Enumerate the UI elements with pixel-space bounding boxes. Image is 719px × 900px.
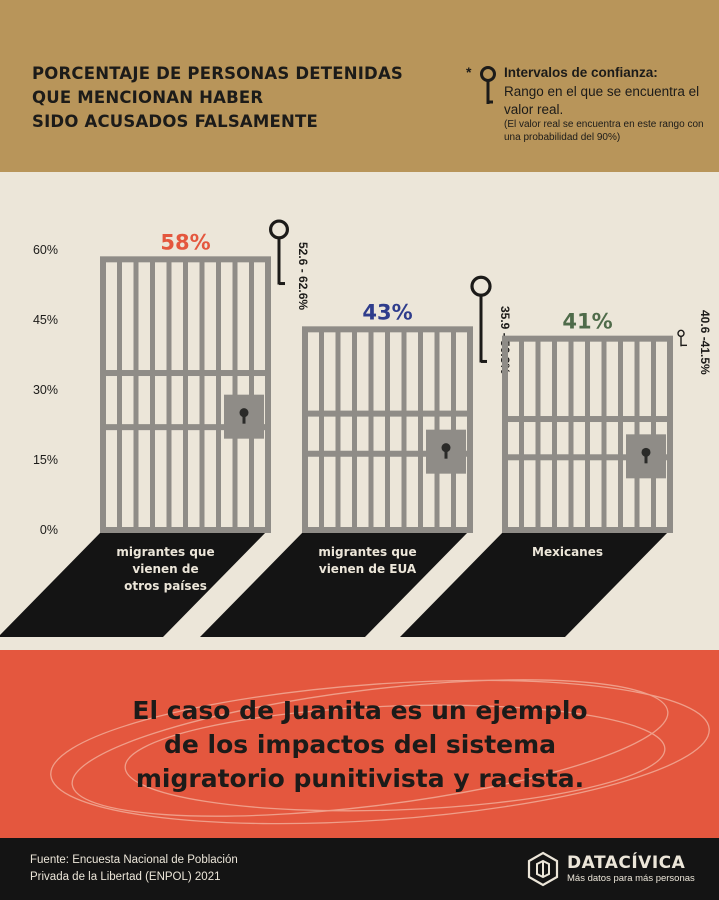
y-tick-label: 15%	[33, 453, 58, 467]
bar-rod	[335, 329, 341, 530]
keyhole-slot	[644, 454, 648, 464]
bar-crossbar	[505, 454, 670, 461]
confidence-key-icon	[470, 275, 492, 363]
source-note: Fuente: Encuesta Nacional de Población P…	[30, 852, 330, 886]
key-icon	[480, 66, 496, 104]
category-label: migrantes que	[116, 545, 214, 559]
ci-label: 40.6 -41.5%	[698, 310, 712, 375]
bar-rod	[117, 259, 122, 530]
keyhole-slot	[242, 414, 246, 424]
bar-shadow	[400, 530, 670, 637]
keyhole-icon	[441, 443, 451, 453]
bar-crossbar	[305, 410, 470, 417]
bar-crossbar	[505, 416, 670, 423]
legend-description: Rango en el que se encuentra el valor re…	[504, 84, 700, 117]
bar-rod	[552, 338, 557, 530]
bar-rod	[133, 259, 139, 530]
bar	[100, 256, 271, 533]
bar-chart: 0% 15% 30% 45% 60% 58% 52.6 - 62.6% migrantes q…	[0, 219, 712, 637]
message-line: migratorio punitivista y racista.	[135, 764, 585, 793]
datacivica-logo-icon	[527, 851, 559, 887]
bar	[502, 335, 673, 533]
bar-rod	[150, 259, 155, 530]
brand-name: DATACÍVICA	[567, 853, 686, 873]
legend-note: (El valor real se encuentra en este rang…	[504, 119, 704, 143]
bar-rod	[568, 338, 574, 530]
message-line: El caso de Juanita es un ejemplo	[132, 696, 588, 725]
bar-shadow	[200, 530, 470, 637]
title-line: SIDO ACUSADOS FALSAMENTE	[32, 112, 318, 131]
bar-rod	[368, 329, 374, 530]
bar-rod	[166, 259, 172, 530]
y-tick-label: 0%	[40, 523, 58, 537]
confidence-key-icon	[677, 329, 687, 347]
bar-rod	[216, 259, 221, 530]
value-label: 58%	[160, 230, 210, 254]
category-label: vienen de EUA	[319, 562, 417, 576]
bar-rod	[601, 338, 607, 530]
bar-rod	[183, 259, 188, 530]
key-ring	[470, 275, 492, 297]
key-message: El caso de Juanita es un ejemplo de los …	[40, 694, 680, 796]
bar-shadow	[0, 530, 268, 637]
bar-rod	[618, 338, 623, 530]
y-tick-label: 60%	[33, 243, 58, 257]
bar-crossbar	[305, 450, 470, 457]
keyhole-slot	[444, 449, 448, 459]
bar-rod	[319, 329, 324, 530]
keyhole-icon	[239, 408, 249, 418]
scribble-decoration	[50, 679, 710, 825]
legend-asterisk: *	[466, 64, 472, 80]
title-line: QUE MENCIONAN HABER	[32, 88, 264, 107]
title-line: PORCENTAJE DE PERSONAS DETENIDAS	[32, 64, 404, 83]
brand-tagline: Más datos para más personas	[567, 873, 695, 884]
bar-crossbar	[103, 370, 268, 377]
ci-label: 52.6 - 62.6%	[296, 242, 310, 310]
y-tick-label: 45%	[33, 313, 58, 327]
bar-rod	[199, 259, 205, 530]
category-label: vienen de	[132, 562, 198, 576]
bar-rod	[385, 329, 390, 530]
y-tick-label: 30%	[33, 383, 58, 397]
value-label: 41%	[562, 310, 612, 334]
source-line: Privada de la Libertad (ENPOL) 2021	[30, 871, 221, 883]
message-panel: El caso de Juanita es un ejemplo de los …	[0, 650, 719, 838]
keyhole-icon	[641, 447, 651, 457]
bar	[302, 326, 473, 533]
footer: Fuente: Encuesta Nacional de Población P…	[0, 838, 719, 900]
source-line: Fuente: Encuesta Nacional de Población	[30, 854, 238, 866]
bar-rod	[352, 329, 357, 530]
category-label: otros países	[124, 579, 207, 593]
bar-rod	[519, 338, 524, 530]
value-label: 43%	[362, 300, 412, 324]
category-label: Mexicanes	[532, 545, 603, 559]
bar-rod	[585, 338, 590, 530]
key-ring	[269, 219, 290, 240]
chart-title: PORCENTAJE DE PERSONAS DETENIDAS QUE MEN…	[32, 62, 452, 134]
bar-rod	[535, 338, 541, 530]
bar-crossbar	[103, 424, 268, 431]
bar-rod	[418, 329, 423, 530]
category-label: migrantes que	[318, 545, 416, 559]
header-panel: PORCENTAJE DE PERSONAS DETENIDAS QUE MEN…	[0, 0, 719, 172]
message-line: de los impactos del sistema	[163, 730, 557, 759]
key-ring	[677, 329, 685, 338]
confidence-key-icon	[269, 219, 290, 286]
bar-rod	[401, 329, 407, 530]
legend-heading: Intervalos de confianza:	[504, 65, 658, 80]
